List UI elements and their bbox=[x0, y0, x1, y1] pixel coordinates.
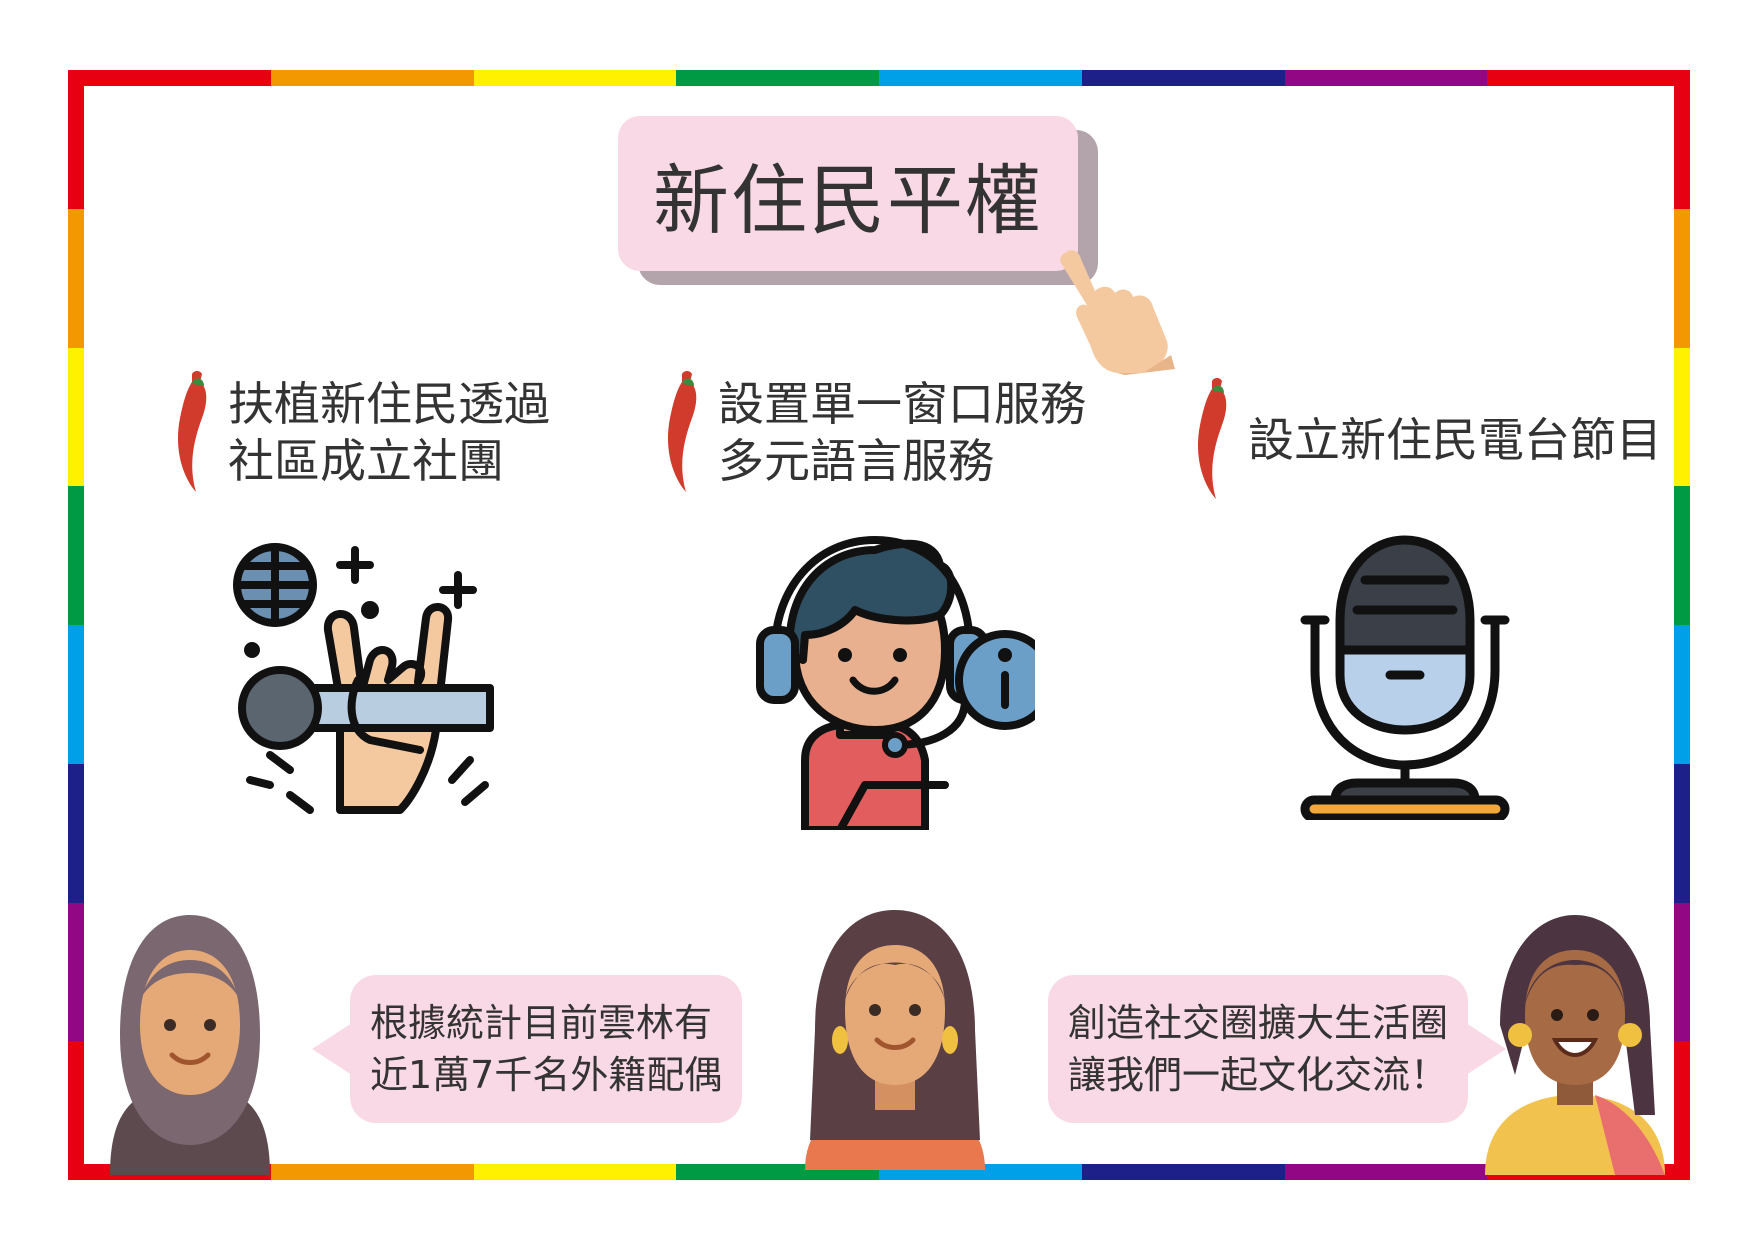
frame-color-segment bbox=[473, 1164, 677, 1180]
frame-color-segment bbox=[473, 70, 677, 86]
frame-color-segment bbox=[1674, 486, 1690, 625]
frame-color-segment bbox=[1674, 625, 1690, 764]
frame-color-segment bbox=[68, 347, 84, 487]
item-single-window-service: 設置單一窗口服務 多元語言服務 bbox=[660, 368, 1086, 498]
woman-sari-avatar bbox=[1485, 915, 1665, 1175]
frame-color-segment bbox=[1674, 1041, 1690, 1180]
bubble-tail bbox=[312, 1023, 352, 1075]
frame-color-segment bbox=[68, 1041, 84, 1180]
frame-color-segment bbox=[68, 763, 84, 903]
item-text: 設立新住民電台節目 bbox=[1248, 412, 1662, 469]
customer-service-icon bbox=[756, 536, 1035, 830]
speech-bubble-statistics: 根據統計目前雲林有 近1萬7千名外籍配偶 bbox=[312, 975, 743, 1123]
frame-color-segment bbox=[68, 902, 84, 1042]
speech-bubble-exchange: 創造社交圈擴大生活圈 讓我們一起文化交流！ bbox=[1048, 975, 1507, 1123]
frame-color-segment bbox=[270, 70, 474, 86]
item-line-1: 設置單一窗口服務 bbox=[718, 377, 1086, 431]
page-title: 新住民平權 bbox=[618, 116, 1078, 271]
item-line-1: 扶植新住民透過 bbox=[228, 377, 550, 431]
frame-color-segment bbox=[676, 70, 879, 86]
frame-right-edge bbox=[1674, 70, 1690, 1180]
frame-color-segment bbox=[1674, 208, 1690, 348]
woman-hijab-avatar bbox=[110, 915, 270, 1175]
item-line-2: 多元語言服務 bbox=[718, 434, 994, 488]
frame-color-segment bbox=[1284, 1164, 1488, 1180]
bubble-line-1: 創造社交圈擴大生活圈 bbox=[1068, 1001, 1449, 1045]
item-line-2: 社區成立社團 bbox=[228, 434, 504, 488]
bubble-tail bbox=[1466, 1023, 1507, 1075]
frame-color-segment bbox=[68, 70, 84, 209]
frame-color-segment bbox=[1284, 70, 1488, 86]
bubble-line-2: 讓我們一起文化交流！ bbox=[1068, 1053, 1449, 1097]
frame-left-edge bbox=[68, 70, 84, 1180]
chili-pepper-icon bbox=[667, 371, 697, 492]
frame-top-edge bbox=[68, 70, 1690, 86]
bubble-line-2: 近1萬7千名外籍配偶 bbox=[370, 1053, 723, 1097]
frame-color-segment bbox=[1674, 70, 1690, 209]
title-card: 新住民平權 bbox=[618, 116, 1098, 285]
frame-color-segment bbox=[270, 1164, 474, 1180]
frame-color-segment bbox=[68, 625, 84, 764]
frame-color-segment bbox=[1674, 347, 1690, 487]
item-radio-program: 設立新住民電台節目 bbox=[1190, 375, 1662, 505]
item-line-1: 設立新住民電台節目 bbox=[1248, 412, 1662, 467]
chili-pepper-icon bbox=[1197, 378, 1227, 499]
frame-color-segment bbox=[1674, 902, 1690, 1042]
frame-color-segment bbox=[879, 70, 1082, 86]
item-text: 扶植新住民透過 社區成立社團 bbox=[228, 376, 550, 490]
bubble-line-1: 根據統計目前雲林有 bbox=[370, 1001, 713, 1045]
microphone-hand-icon bbox=[233, 543, 494, 814]
chili-pepper-icon bbox=[177, 371, 207, 492]
frame-color-segment bbox=[68, 208, 84, 348]
frame-color-segment bbox=[1674, 763, 1690, 903]
frame-color-segment bbox=[1081, 1164, 1285, 1180]
pointing-hand-icon bbox=[1060, 250, 1175, 375]
woman-earrings-avatar bbox=[805, 910, 985, 1170]
frame-color-segment bbox=[68, 70, 271, 86]
studio-microphone-icon bbox=[1300, 535, 1510, 820]
item-text: 設置單一窗口服務 多元語言服務 bbox=[718, 376, 1086, 490]
frame-color-segment bbox=[68, 486, 84, 625]
frame-color-segment bbox=[1487, 70, 1690, 86]
item-community-clubs: 扶植新住民透過 社區成立社團 bbox=[170, 368, 550, 498]
frame-color-segment bbox=[1081, 70, 1285, 86]
